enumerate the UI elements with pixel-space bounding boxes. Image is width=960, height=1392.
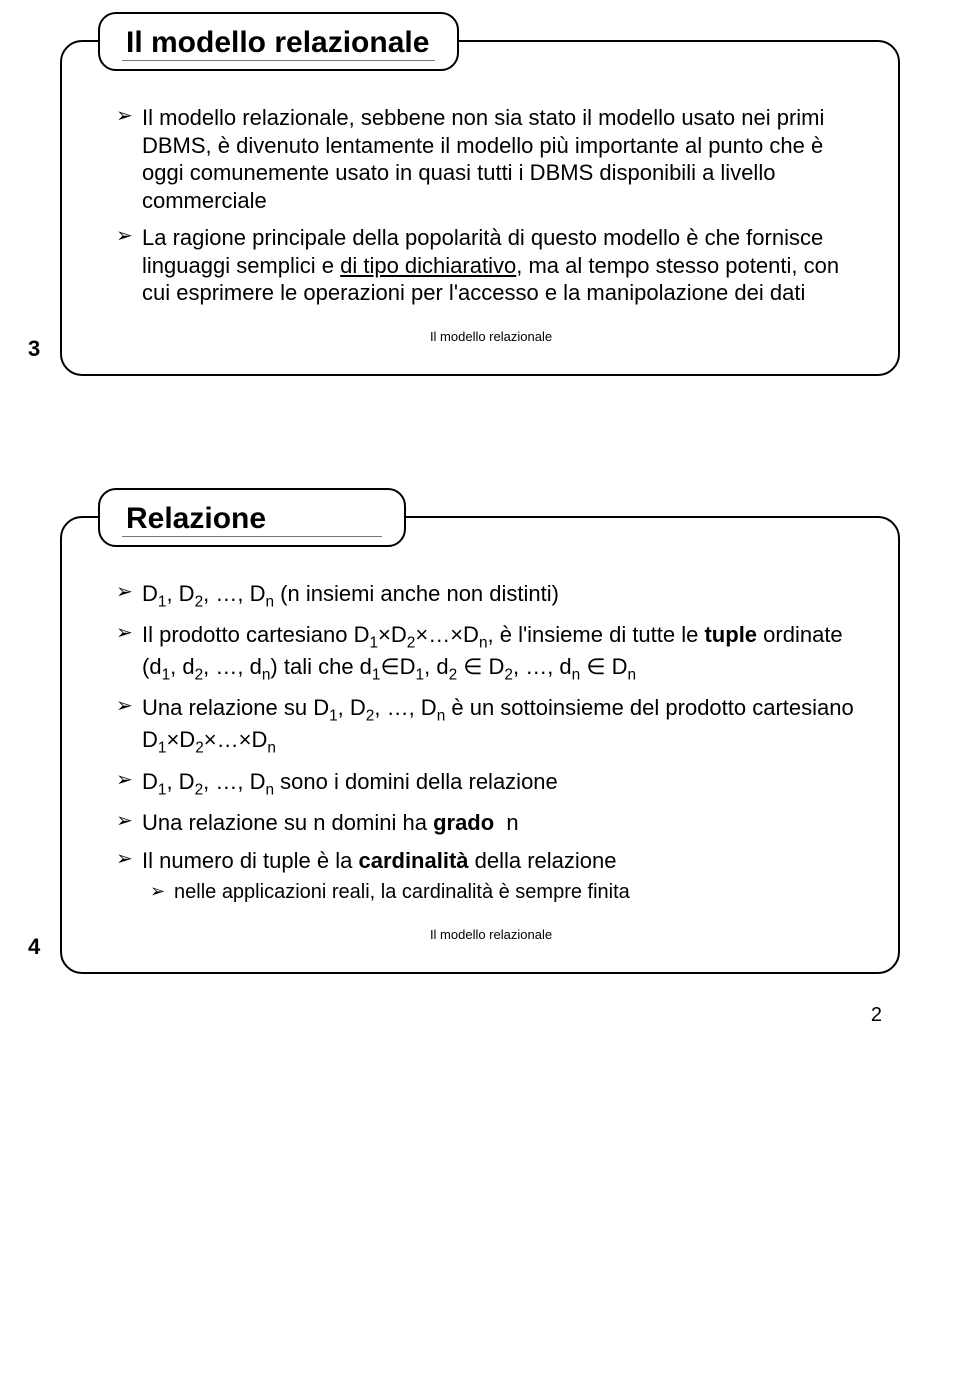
bullet-item: Una relazione su n domini ha grado n <box>116 809 866 837</box>
slide-1: Il modello relazionale Il modello relazi… <box>60 40 900 376</box>
bullet-item: Il numero di tuple è la cardinalità dell… <box>116 847 866 906</box>
sub-bullet-item: nelle applicazioni reali, la cardinalità… <box>150 880 866 905</box>
bullet-item: Una relazione su D1, D2, …, Dn è un sott… <box>116 694 866 757</box>
slide-1-bullets: Il modello relazionale, sebbene non sia … <box>116 104 866 307</box>
slide-2-bullets: D1, D2, …, Dn (n insiemi anche non disti… <box>116 580 866 906</box>
page-number: 2 <box>60 1004 900 1027</box>
slide-2-number: 4 <box>28 934 40 960</box>
slide-1-number: 3 <box>28 336 40 362</box>
page: 3 Il modello relazionale Il modello rela… <box>0 0 960 1037</box>
bullet-item: Il prodotto cartesiano D1×D2×…×Dn, è l'i… <box>116 621 866 684</box>
slide-1-content: Il modello relazionale, sebbene non sia … <box>116 104 866 307</box>
slide-2-wrap: 4 Relazione D1, D2, …, Dn (n insiemi anc… <box>60 516 900 975</box>
slide-1-title: Il modello relazionale <box>122 24 435 61</box>
slide-2-footer: Il modello relazionale <box>116 927 866 942</box>
sub-list: nelle applicazioni reali, la cardinalità… <box>150 880 866 905</box>
slide-1-title-tab: Il modello relazionale <box>98 12 459 71</box>
bullet-item: D1, D2, …, Dn (n insiemi anche non disti… <box>116 580 866 612</box>
slide-2-title-tab: Relazione <box>98 488 406 547</box>
bullet-item: La ragione principale della popolarità d… <box>116 224 866 307</box>
slide-2-content: D1, D2, …, Dn (n insiemi anche non disti… <box>116 580 866 906</box>
slide-2-title: Relazione <box>122 500 382 537</box>
bullet-item: D1, D2, …, Dn sono i domini della relazi… <box>116 768 866 800</box>
slide-1-footer: Il modello relazionale <box>116 329 866 344</box>
slide-1-wrap: 3 Il modello relazionale Il modello rela… <box>60 40 900 376</box>
bullet-item: Il modello relazionale, sebbene non sia … <box>116 104 866 214</box>
slide-2: Relazione D1, D2, …, Dn (n insiemi anche… <box>60 516 900 975</box>
